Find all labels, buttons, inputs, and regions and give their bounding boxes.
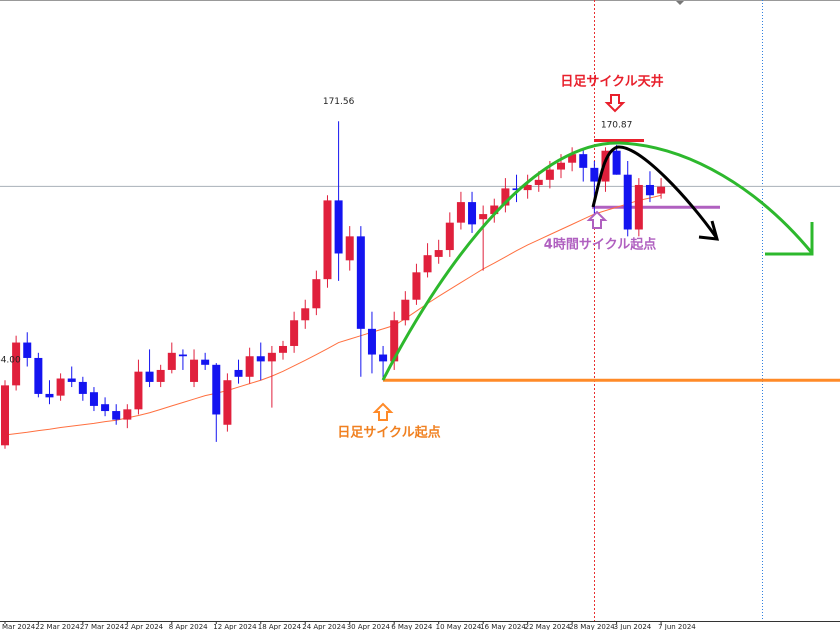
candle-body bbox=[612, 150, 621, 175]
x-tick-label: 10 May 2024 bbox=[436, 623, 482, 630]
candle-body bbox=[456, 202, 465, 223]
x-tick-label: 3 Jun 2024 bbox=[614, 623, 652, 630]
annotation: 日足サイクル天井 bbox=[560, 74, 663, 90]
h4-arrow-icon bbox=[586, 210, 608, 229]
annotation: 日足サイクル起点 bbox=[337, 425, 440, 441]
price-label: 171.56 bbox=[323, 97, 355, 107]
candle-body bbox=[34, 357, 43, 394]
price-label: 170.87 bbox=[601, 120, 633, 130]
candle-body bbox=[245, 356, 254, 377]
candle-body bbox=[101, 404, 110, 412]
x-tick-label: 28 May 2024 bbox=[569, 623, 615, 630]
candle-body bbox=[645, 184, 654, 196]
candle-body bbox=[134, 371, 143, 410]
drop-arrow-head bbox=[698, 220, 720, 241]
candle-body bbox=[156, 369, 165, 382]
candle-body bbox=[223, 380, 232, 425]
candle-body bbox=[423, 255, 432, 273]
x-tick-label: 27 Mar 2024 bbox=[80, 623, 125, 630]
candle-body bbox=[201, 359, 210, 365]
candle-body bbox=[145, 371, 154, 382]
x-tick-label: 6 May 2024 bbox=[391, 623, 433, 630]
x-tick-label: 22 May 2024 bbox=[525, 623, 571, 630]
x-tick-label: 22 Mar 2024 bbox=[35, 623, 80, 630]
cycle-curve bbox=[381, 141, 814, 381]
candle-body bbox=[267, 352, 276, 362]
candle-body bbox=[12, 342, 21, 386]
candle-body bbox=[1, 385, 9, 446]
candle-body bbox=[190, 359, 199, 382]
candle-body bbox=[212, 364, 221, 415]
candle-body bbox=[45, 393, 54, 398]
candle-body bbox=[545, 169, 554, 180]
candle-body bbox=[379, 354, 388, 362]
x-tick-label: 24 Apr 2024 bbox=[302, 623, 346, 630]
level-lines bbox=[0, 138, 840, 382]
candle-body bbox=[468, 202, 477, 225]
candle-body bbox=[78, 381, 87, 394]
candle-body bbox=[445, 222, 454, 251]
x-tick-label: 12 Apr 2024 bbox=[213, 623, 257, 630]
candle-body bbox=[334, 200, 343, 254]
candle-body bbox=[23, 342, 32, 358]
candle-body bbox=[490, 205, 499, 215]
candle-body bbox=[167, 352, 176, 370]
candle-body bbox=[601, 150, 610, 182]
candle-body bbox=[657, 186, 666, 194]
candle-body bbox=[512, 188, 521, 191]
candles bbox=[1, 121, 666, 449]
candle-body bbox=[579, 154, 588, 168]
x-tick-label: 2 Apr 2024 bbox=[124, 623, 163, 630]
candle-body bbox=[112, 411, 121, 420]
x-tick-label: 8 Apr 2024 bbox=[169, 623, 208, 630]
candle-body bbox=[479, 214, 488, 220]
candle-body bbox=[279, 345, 287, 353]
candle-body bbox=[234, 369, 243, 377]
candle-body bbox=[178, 354, 187, 357]
price-label: 164.00 bbox=[0, 356, 21, 366]
candle-body bbox=[401, 299, 410, 321]
annotation: 4時間サイクル起点 bbox=[544, 237, 656, 253]
candle-body bbox=[356, 236, 365, 329]
candle-body bbox=[56, 378, 65, 396]
candle-body bbox=[290, 320, 299, 346]
candle-body bbox=[256, 356, 265, 362]
candle-body bbox=[312, 279, 321, 309]
candle-body bbox=[634, 184, 643, 230]
moving-average bbox=[4, 194, 662, 436]
x-tick-label: Mar 2024 bbox=[2, 623, 36, 630]
candle-body bbox=[367, 328, 376, 355]
candle-body bbox=[534, 179, 543, 185]
candle-body bbox=[623, 174, 632, 230]
candle-body bbox=[301, 308, 310, 321]
top-arrow-icon bbox=[604, 94, 626, 113]
x-tick-label: 7 Jun 2024 bbox=[658, 623, 696, 630]
candle-body bbox=[89, 392, 98, 406]
candle-body bbox=[501, 188, 510, 206]
cycle-arrow-head bbox=[765, 222, 814, 256]
candle-body bbox=[345, 236, 354, 261]
candle-body bbox=[390, 320, 399, 362]
x-tick-label: 16 May 2024 bbox=[480, 623, 526, 630]
candle-body bbox=[67, 378, 76, 382]
drop-arrow bbox=[591, 145, 718, 238]
candle-body bbox=[123, 409, 132, 420]
candle-body bbox=[523, 184, 532, 191]
candle-body bbox=[568, 154, 577, 163]
scroll-marker bbox=[676, 1, 684, 5]
candle-body bbox=[434, 250, 443, 257]
candle-body bbox=[557, 162, 565, 170]
x-tick-label: 30 Apr 2024 bbox=[347, 623, 391, 630]
daily-arrow-icon bbox=[372, 402, 394, 421]
x-tick-label: 18 Apr 2024 bbox=[258, 623, 302, 630]
candle-body bbox=[323, 200, 332, 280]
candle-body bbox=[590, 167, 599, 182]
candle-body bbox=[412, 272, 421, 300]
